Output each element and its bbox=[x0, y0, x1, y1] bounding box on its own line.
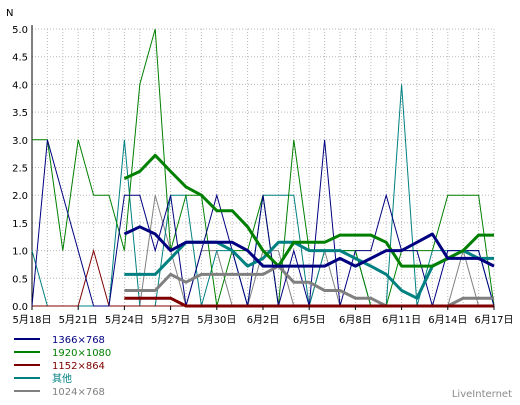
series-average-line-0 bbox=[123, 225, 495, 268]
legend-label: 1366×768 bbox=[52, 335, 105, 346]
x-tick-label: 6月17日 bbox=[474, 314, 513, 326]
x-tick-label: 5月24日 bbox=[105, 314, 144, 326]
x-tick-label: 6月8日 bbox=[339, 314, 372, 326]
x-tick-label: 6月11日 bbox=[382, 314, 421, 326]
grid-lines bbox=[31, 28, 495, 307]
y-axis-label: N bbox=[6, 8, 13, 19]
legend-label: 1920×1080 bbox=[52, 348, 111, 359]
legend-label: 1152×864 bbox=[52, 361, 105, 372]
credit-text: LiveInternet bbox=[452, 389, 512, 400]
series-average-line-1 bbox=[123, 153, 494, 268]
y-tick-label: 1.0 bbox=[12, 247, 28, 258]
x-tick-label: 6月5日 bbox=[293, 314, 326, 326]
x-tick-label: 6月14日 bbox=[428, 314, 467, 326]
x-tick-label: 5月27日 bbox=[151, 314, 190, 326]
y-axis-ticks: 0.0 0.5 1.0 1.5 2.0 2.5 3.0 3.5 4.0 4.5 5.0 bbox=[12, 25, 28, 313]
series-line-0 bbox=[31, 139, 495, 308]
x-tick-label: 5月30日 bbox=[197, 314, 236, 326]
x-axis-ticks: 5月18日 5月21日 5月24日 5月27日 5月30日 6月2日 6月5日 6月8日 6月1… bbox=[12, 306, 514, 326]
y-tick-label: 2.5 bbox=[12, 164, 28, 175]
y-tick-label: 2.0 bbox=[12, 191, 28, 202]
x-tick-label: 6月2日 bbox=[247, 314, 280, 326]
x-tick-label: 5月18日 bbox=[12, 314, 51, 326]
y-tick-label: 4.0 bbox=[12, 80, 28, 91]
legend-label: 其他 bbox=[52, 372, 72, 385]
y-tick-label: 4.5 bbox=[12, 53, 28, 64]
y-tick-label: 0.0 bbox=[12, 302, 28, 313]
y-tick-label: 0.5 bbox=[12, 274, 28, 285]
y-tick-label: 3.0 bbox=[12, 136, 28, 147]
y-tick-label: 1.5 bbox=[12, 219, 28, 230]
x-tick-label: 5月21日 bbox=[59, 314, 98, 326]
y-tick-label: 5.0 bbox=[12, 25, 28, 36]
y-tick-label: 3.5 bbox=[12, 108, 28, 119]
legend-label: 1024×768 bbox=[52, 387, 105, 398]
